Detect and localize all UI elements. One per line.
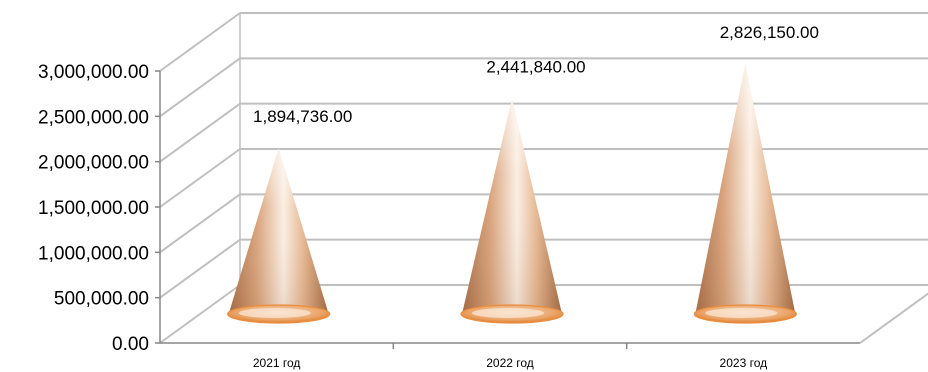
data-labels: 1,894,736.00 2,441,840.00 2,826,150.00 — [253, 23, 819, 126]
gridline-diagonal — [159, 148, 241, 208]
y-tick-label: 1,000,000.00 — [38, 243, 149, 264]
cone-shade — [462, 98, 562, 314]
cone-base-highlight — [705, 308, 778, 318]
cone-base-highlight — [472, 308, 544, 318]
data-label: 1,894,736.00 — [253, 107, 352, 126]
cone — [693, 63, 797, 324]
cone-shade — [695, 63, 796, 314]
cone-shade — [228, 148, 329, 314]
y-tick-label: 3,000,000.00 — [38, 62, 149, 83]
y-tick-label: 2,000,000.00 — [38, 153, 149, 174]
gridline-diagonal — [159, 193, 241, 254]
y-tick-labels: 0.00 500,000.00 1,000,000.00 1,500,000.00 2,… — [38, 62, 149, 355]
gridline-diagonal — [159, 284, 241, 344]
grid-layer — [159, 12, 928, 344]
gridline-diagonal — [159, 57, 241, 118]
y-tick-label: 0.00 — [112, 334, 149, 355]
y-tick-label: 2,500,000.00 — [38, 107, 149, 128]
cone — [227, 148, 331, 324]
cone — [460, 98, 564, 324]
x-tick-labels: 2021 год 2022 год 2023 год — [253, 356, 767, 370]
axis-layer — [155, 13, 928, 349]
gridline-diagonal — [159, 102, 241, 163]
cone-base-highlight — [238, 308, 311, 318]
data-label: 2,441,840.00 — [486, 58, 585, 77]
gridline-diagonal — [159, 12, 241, 72]
x-tick-label: 2023 год — [720, 356, 768, 370]
x-tick-label: 2022 год — [486, 356, 534, 370]
cones — [227, 63, 797, 324]
floor-right-edge — [859, 292, 928, 344]
y-tick-label: 1,500,000.00 — [38, 198, 149, 219]
y-tick-label: 500,000.00 — [54, 289, 149, 310]
gridline-diagonal — [159, 238, 241, 299]
x-tick-label: 2021 год — [253, 356, 301, 370]
data-label: 2,826,150.00 — [720, 23, 819, 42]
